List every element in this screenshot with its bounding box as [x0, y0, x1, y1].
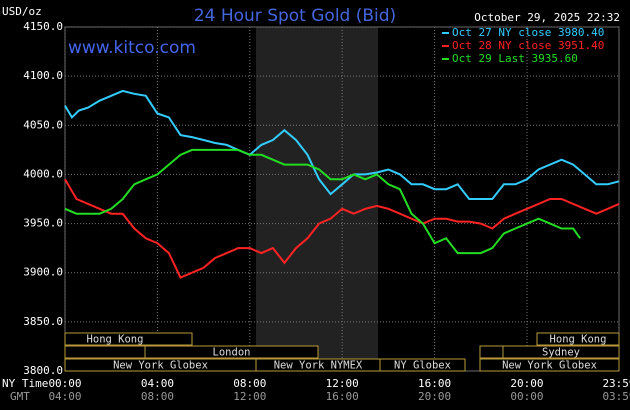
timestamp: October 29, 2025 22:32	[474, 11, 620, 24]
session-box	[536, 332, 620, 346]
x-tick-label: 04:00	[141, 377, 174, 390]
series-line	[64, 178, 620, 279]
chart-title: 24 Hour Spot Gold (Bid)	[194, 6, 396, 26]
session-box	[379, 358, 466, 372]
x2-tick-label: 12:00	[233, 390, 266, 403]
session-label: New York NYMEX	[274, 360, 363, 372]
session-label: NY Globex	[394, 360, 451, 372]
legend-label: Oct 29 Last 3935.60	[452, 52, 578, 65]
session-label: Sydney	[542, 347, 580, 359]
x2-axis-label: GMT	[10, 390, 30, 403]
session-box	[479, 358, 620, 372]
x-tick-label: 00:00	[48, 377, 81, 390]
session-label: New York Globex	[113, 360, 208, 372]
x2-tick-label: 08:00	[141, 390, 174, 403]
session-box	[479, 345, 504, 359]
y-tick-label: 4050.0	[23, 118, 63, 131]
legend-label: Oct 28 NY close 3951.40	[452, 39, 604, 52]
x2-tick-label: 03:59	[602, 390, 630, 403]
series-line	[64, 89, 620, 200]
x-axis-label: NY Time	[2, 377, 48, 390]
series-line	[64, 148, 581, 255]
y-tick-label: 4100.0	[23, 69, 63, 82]
x-tick-label: 20:00	[510, 377, 543, 390]
watermark: www.kitco.com	[68, 38, 196, 58]
x-tick-label: 12:00	[326, 377, 359, 390]
y-tick-label: 3950.0	[23, 217, 63, 230]
legend-label: Oct 27 NY close 3980.40	[452, 26, 604, 39]
x2-tick-label: 04:00	[48, 390, 81, 403]
session-label: New York Globex	[502, 360, 597, 372]
y-tick-label: 3850.0	[23, 315, 63, 328]
x-tick-label: 16:00	[418, 377, 451, 390]
nymex-shade	[256, 27, 378, 371]
x2-tick-label: 20:00	[418, 390, 451, 403]
session-box	[64, 345, 146, 359]
y-tick-label: 3800.0	[23, 364, 63, 377]
x-tick-label: 23:59	[602, 377, 630, 390]
session-label: Hong Kong	[87, 334, 144, 346]
session-label: London	[213, 347, 251, 359]
y-tick-label: 4000.0	[23, 167, 63, 180]
y-tick-label: 3900.0	[23, 266, 63, 279]
y-axis-label: USD/oz	[2, 5, 42, 18]
x2-tick-label: 00:00	[510, 390, 543, 403]
x-tick-label: 08:00	[233, 377, 266, 390]
session-label: Hong Kong	[550, 334, 607, 346]
x2-tick-label: 16:00	[326, 390, 359, 403]
y-tick-label: 4150.0	[23, 20, 63, 33]
session-box	[64, 332, 193, 346]
